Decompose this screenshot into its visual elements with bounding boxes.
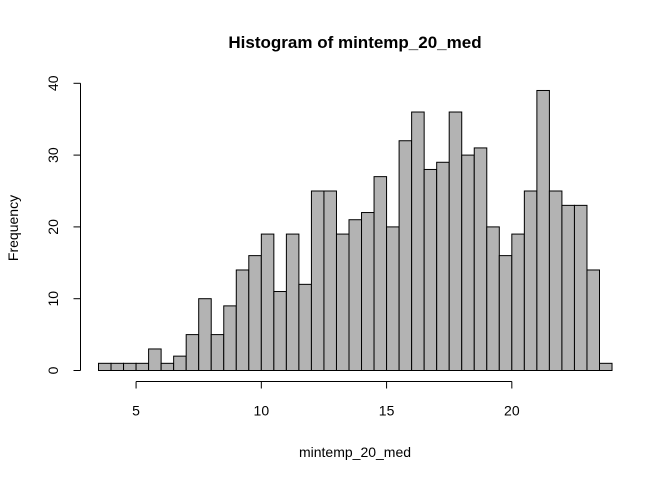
histogram-bar bbox=[498, 255, 513, 371]
histogram-bar bbox=[298, 283, 312, 371]
x-tick-label: 5 bbox=[132, 403, 140, 419]
histogram-bar bbox=[335, 233, 350, 371]
y-tick-label: 20 bbox=[45, 219, 61, 235]
y-axis-label: Frequency bbox=[5, 195, 21, 261]
histogram-bar bbox=[348, 219, 363, 371]
histogram-bar bbox=[285, 233, 300, 371]
histogram-bar bbox=[260, 233, 275, 371]
x-tick-label: 10 bbox=[254, 403, 270, 419]
x-axis-label: mintemp_20_med bbox=[299, 444, 411, 460]
histogram-bar bbox=[423, 168, 438, 371]
y-tick-label: 40 bbox=[45, 75, 61, 91]
histogram-bar bbox=[210, 334, 225, 372]
histogram-bar bbox=[361, 212, 375, 371]
histogram-bar bbox=[473, 147, 488, 371]
histogram-bar bbox=[523, 190, 538, 371]
histogram-bar bbox=[386, 226, 400, 371]
chart-title: Histogram of mintemp_20_med bbox=[228, 33, 481, 52]
y-tick-label: 30 bbox=[45, 147, 61, 163]
histogram-bar bbox=[198, 298, 212, 372]
histogram-bar bbox=[461, 154, 475, 371]
histogram-bar bbox=[173, 355, 187, 372]
histogram-bar bbox=[561, 204, 575, 371]
histogram-bar bbox=[599, 362, 613, 372]
histogram-bar bbox=[448, 111, 463, 372]
histogram-bar bbox=[160, 362, 175, 372]
histogram-bar bbox=[323, 190, 337, 371]
histogram-bar bbox=[436, 161, 450, 371]
histogram-bar bbox=[586, 269, 600, 372]
histogram-bar bbox=[310, 190, 325, 371]
histogram-bar bbox=[135, 362, 150, 372]
histogram-bar bbox=[511, 233, 525, 371]
histogram-bar bbox=[273, 291, 287, 371]
bars-group bbox=[98, 89, 613, 372]
x-tick-label: 15 bbox=[379, 403, 395, 419]
y-tick-label: 0 bbox=[45, 366, 61, 374]
histogram-bar bbox=[573, 204, 588, 371]
histogram-bar bbox=[223, 305, 237, 372]
y-axis: 0 10 20 30 40 bbox=[45, 75, 81, 374]
histogram-bar bbox=[536, 89, 550, 371]
histogram-bar bbox=[98, 362, 112, 372]
histogram-bar bbox=[248, 255, 262, 371]
histogram-bar bbox=[123, 362, 137, 372]
y-tick-label: 10 bbox=[45, 291, 61, 307]
histogram-bar bbox=[110, 362, 125, 372]
histogram-bar bbox=[548, 190, 563, 371]
histogram-bar bbox=[235, 269, 250, 372]
histogram-bar bbox=[398, 140, 413, 371]
histogram-bar bbox=[185, 334, 200, 372]
x-tick-label: 20 bbox=[504, 403, 520, 419]
x-axis: 5 10 15 20 bbox=[132, 381, 520, 419]
histogram-bar bbox=[411, 111, 425, 372]
histogram-bar bbox=[486, 226, 500, 371]
histogram-bar bbox=[148, 348, 162, 371]
histogram-bar bbox=[373, 176, 388, 371]
